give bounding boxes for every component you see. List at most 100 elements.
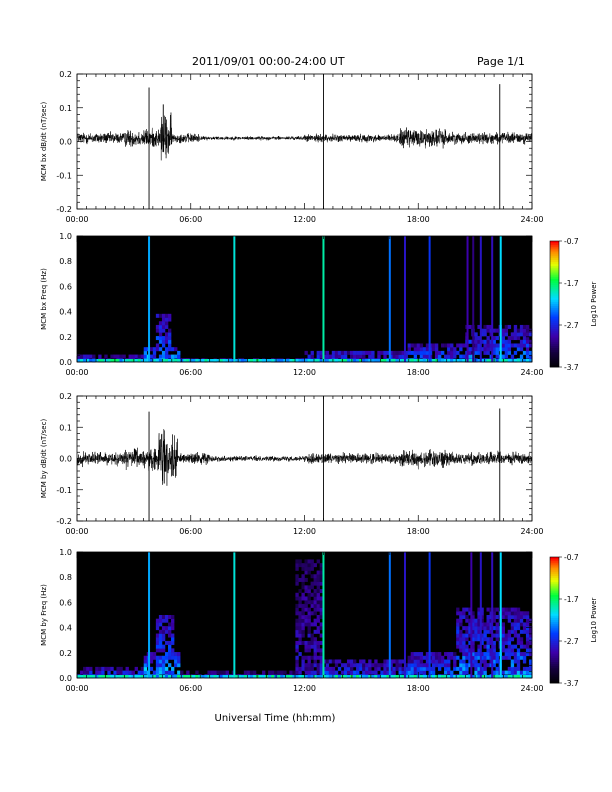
spectrogram-cell <box>477 607 481 612</box>
spectrogram-cell <box>398 675 402 678</box>
spectrogram-cell <box>295 559 299 564</box>
spectrogram-cell <box>410 675 414 678</box>
spectrogram-cell <box>459 347 463 352</box>
spectrogram-cell <box>307 629 311 634</box>
x-axis-2: 00:00 06:00 12:00 18:00 24:00 <box>65 236 544 377</box>
spectrogram-cell <box>459 659 463 664</box>
spectrogram-cell <box>155 644 160 649</box>
spectrogram-cell <box>313 603 317 608</box>
spectrogram-cell <box>477 615 481 620</box>
spectrogram-cell <box>462 652 466 657</box>
spectrogram-cell <box>395 675 399 678</box>
spectrogram-cell <box>419 354 424 359</box>
spectrogram-cell <box>83 359 87 362</box>
spectrogram-cell <box>413 675 418 678</box>
spectrogram-cell <box>161 317 166 322</box>
spectrogram-cell <box>462 615 466 620</box>
spectrogram-cell <box>389 675 393 678</box>
spectrogram-cell <box>425 659 430 664</box>
spectrogram-cell <box>483 324 487 329</box>
spectrogram-cell <box>471 640 475 645</box>
spectrogram-cell <box>383 354 387 359</box>
spectrogram-cell <box>522 622 527 627</box>
spectrogram-cell <box>313 581 317 586</box>
spectrogram-cell <box>143 655 148 660</box>
spectrogram-cell <box>468 611 472 616</box>
colorbar-segment <box>550 293 559 296</box>
spectrogram-cell <box>80 359 84 362</box>
colorbar-segment <box>550 297 559 301</box>
spectrogram-cell <box>262 359 266 362</box>
colorbar-segment <box>550 666 559 669</box>
spectrogram-cell <box>234 675 239 678</box>
spectrogram-cell <box>104 666 108 671</box>
spectrogram-cell <box>310 622 314 627</box>
spectrogram-cell <box>516 611 521 616</box>
spectrogram-cell <box>319 675 323 678</box>
spectrogram-cell <box>447 652 451 657</box>
spectrogram-cell <box>525 670 530 675</box>
spectrogram-cell <box>313 596 317 601</box>
spectrogram-cell <box>310 359 314 362</box>
spectrogram-cell <box>89 675 93 678</box>
spectrogram-cell <box>371 675 375 678</box>
colorbar-segment <box>550 624 559 627</box>
colorbar-segment <box>550 630 559 633</box>
spectrogram-cell <box>416 663 421 668</box>
broadband-line <box>491 236 494 362</box>
spectrogram-cell <box>383 359 387 362</box>
spectrogram-cell <box>113 670 117 675</box>
spectrogram-cell <box>213 675 217 678</box>
spectrogram-cell <box>359 359 363 362</box>
spectrogram-cell <box>431 655 436 660</box>
spectrogram-cell <box>356 359 360 362</box>
spectrogram-cell <box>362 350 366 355</box>
spectrogram-cell <box>474 659 478 664</box>
spectrogram-cell <box>480 659 484 664</box>
colorbar-segment <box>550 306 559 309</box>
spectrogram-cell <box>528 659 533 664</box>
spectrogram-cell <box>480 607 484 612</box>
spectrogram-cell <box>316 589 320 594</box>
spectrogram-cell <box>171 618 175 623</box>
spectrogram-cell <box>501 332 505 337</box>
spectrogram-cell <box>434 343 439 348</box>
spectrogram-cell <box>419 670 424 675</box>
spectrogram-cell <box>456 626 460 631</box>
spectrogram-cell <box>325 659 330 664</box>
colorbar-segment <box>550 651 559 654</box>
spectrogram-cell <box>86 670 90 675</box>
spectrogram-cell <box>168 675 172 678</box>
spectrogram-cell <box>359 666 363 671</box>
spectrogram-cell <box>316 615 320 620</box>
spectrogram-cell <box>98 359 102 362</box>
spectrogram-cell <box>155 618 160 623</box>
spectrogram-cell <box>237 675 242 678</box>
spectrogram-cell <box>495 655 499 660</box>
spectrogram-cell <box>386 670 390 675</box>
spectrogram-cell <box>307 663 311 668</box>
spectrogram-cell <box>416 347 421 352</box>
spectrogram-cell <box>404 350 408 355</box>
spectrogram-cell <box>225 670 229 675</box>
spectrogram-cell <box>125 670 129 675</box>
spectrogram-cell <box>310 603 314 608</box>
spectrogram-cell <box>519 324 524 329</box>
spectrogram-cell <box>504 359 509 362</box>
spectrogram-cell <box>486 675 490 678</box>
spectrogram-cell <box>80 354 84 359</box>
spectrogram-cell <box>149 659 154 664</box>
spectrogram-cell <box>374 670 378 675</box>
spectrogram-cell <box>149 354 154 359</box>
spectrogram-cell <box>343 663 348 668</box>
spectrogram-cell <box>304 615 308 620</box>
spectrogram-cell <box>152 359 157 362</box>
spectrogram-cell <box>371 663 375 668</box>
colorbar-segment <box>550 329 559 332</box>
spectrogram-cell <box>365 359 369 362</box>
spectrogram-cell <box>210 670 214 675</box>
spectrogram-cell <box>392 350 396 355</box>
spectrogram-cell <box>346 663 351 668</box>
x-axis-1: 00:00 06:00 12:00 18:00 24:00 <box>65 74 544 224</box>
spectrogram-cell <box>468 626 472 631</box>
